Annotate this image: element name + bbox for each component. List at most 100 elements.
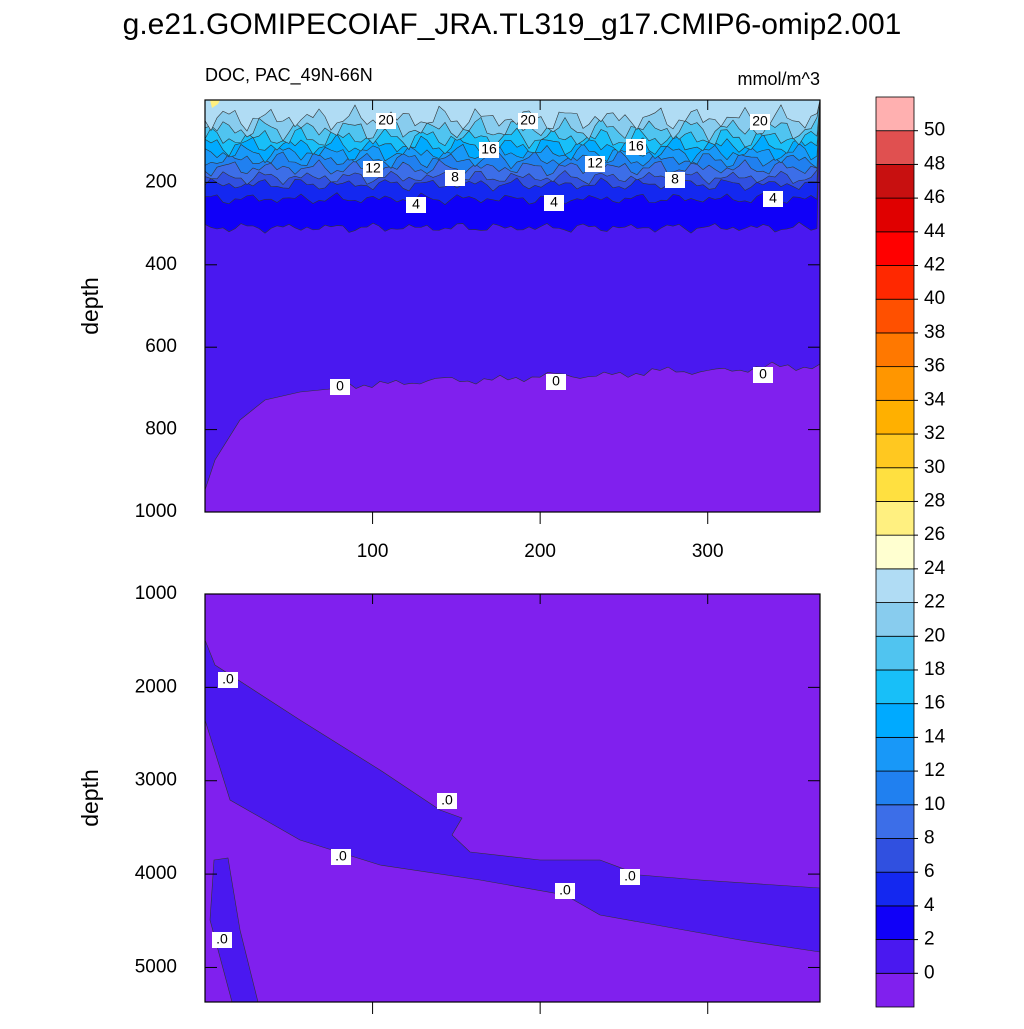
colorbar-label: 18 [924,659,945,680]
colorbar-box [875,534,915,570]
contour-label: 4 [769,190,777,206]
contour-label-bg [479,142,499,158]
colorbar-box [875,871,915,907]
colorbar-box [875,433,915,469]
subtitle-right: mmol/m^3 [738,69,820,89]
contour-label: 0 [336,378,344,394]
field-band [210,100,220,108]
y-tick-label: 4000 [135,863,177,884]
colorbar-label: 50 [924,120,945,141]
contour-label: .0 [441,792,453,808]
y-tick-label: 1000 [135,501,177,522]
contour-label: 16 [628,138,644,154]
colorbar-box [875,602,915,637]
field [205,594,820,1002]
field-band [205,100,820,132]
y-tick-label: 600 [145,336,177,357]
contour-label-bg [376,113,396,129]
colorbar-box [875,939,915,974]
colorbar-label: 8 [924,827,935,848]
contour-label-bg [331,849,351,865]
colorbar-box [875,332,915,368]
colorbar-label: 44 [924,221,946,242]
colorbar-label: 16 [924,693,945,714]
colorbar-box [875,197,915,233]
colorbar-label: 36 [924,356,945,377]
colorbar-box [875,736,915,772]
x-tick-label: 300 [692,541,724,562]
contour-label: 20 [520,112,536,128]
contour-label-bg [445,170,465,186]
contour-label: 0 [759,366,767,382]
colorbar-box [875,231,915,266]
contour-label: .0 [222,671,234,687]
contour-label-bg [626,139,646,155]
colorbar-label: 30 [924,457,945,478]
plot-frame [204,593,821,1003]
colorbar-label: 4 [924,895,935,916]
colorbar-box [875,467,915,502]
colorbar-box [875,703,915,738]
contour-label: .0 [559,882,571,898]
plot-frame [204,99,821,513]
chart-title: g.e21.GOMIPECOIAF_JRA.TL319_g17.CMIP6-om… [123,8,902,41]
contour-label: 12 [365,160,381,176]
contour-label: 20 [378,112,394,128]
contour-label: 0 [552,373,560,389]
colorbar-label: 0 [924,962,935,983]
colorbar-box [875,298,915,334]
contour-label-bg [330,379,350,395]
colorbar-box [875,130,915,165]
contour-label-bg [750,114,770,130]
contour-label-bg [555,883,575,899]
colorbar-box [875,972,915,1008]
contour-label: 16 [481,141,497,157]
contour-label-bg [763,191,783,207]
field-band [209,857,259,1002]
contour-label: 20 [752,113,768,129]
contour-label: 4 [550,194,558,210]
colorbar-label: 22 [924,592,945,613]
colorbar-label: 40 [924,288,945,309]
y-tick-label: 400 [145,254,177,275]
y-tick-label: 3000 [135,770,177,791]
colorbar-box [875,399,915,435]
colorbar-box [875,669,915,705]
field [205,100,820,512]
colorbar-box [875,265,915,300]
field-band [205,361,820,512]
contour-label-bg [437,793,457,809]
colorbar-label: 46 [924,187,945,208]
colorbar-label: 26 [924,524,945,545]
colorbar-label: 32 [924,423,945,444]
y-tick-label: 5000 [135,956,177,977]
colorbar-label: 10 [924,794,945,815]
contour-label: 4 [412,196,420,212]
contour-label-bg [753,367,773,383]
colorbar-box [875,770,915,806]
contour-label-bg [363,161,383,177]
contour-label: .0 [216,931,228,947]
colorbar-label: 12 [924,760,945,781]
contour-label-bg [620,869,640,885]
colorbar-box [875,838,915,873]
y-tick-label: 200 [145,171,177,192]
colorbar-label: 14 [924,726,946,747]
colorbar-box [875,366,915,401]
colorbar-box [875,96,915,132]
contour-label-bg [544,195,564,211]
colorbar-label: 20 [924,625,945,646]
colorbar-label: 24 [924,558,946,579]
contour-label: 12 [587,155,603,171]
contour-label: .0 [335,848,347,864]
y-tick-label: 1000 [135,583,177,604]
contour-label: 8 [451,169,459,185]
x-tick-label: 200 [524,541,556,562]
field-band [205,639,820,953]
colorbar-label: 28 [924,490,945,511]
subtitle-left: DOC, PAC_49N-66N [205,65,373,86]
colorbar-label: 34 [924,389,946,410]
colorbar-box [875,501,915,536]
contour-label-bg [406,197,426,213]
